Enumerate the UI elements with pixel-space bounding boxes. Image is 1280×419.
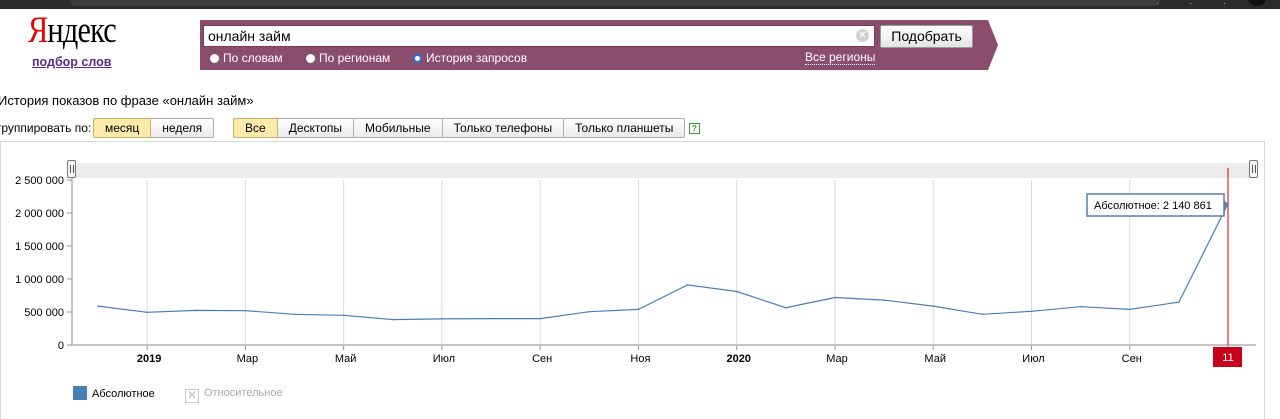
y-tick-label: 1 500 000: [15, 241, 64, 253]
radio-by-words[interactable]: По словам: [210, 51, 283, 65]
y-tick-label: 500 000: [24, 307, 64, 319]
radio-history[interactable]: История запросов: [413, 51, 527, 65]
browser-icons: · · ·: [1156, 0, 1240, 8]
x-tick-label: Май: [924, 353, 946, 365]
data-point: [981, 313, 984, 316]
x-tick-label: Июл: [1022, 353, 1044, 365]
data-point: [1128, 308, 1131, 311]
x-tick-label: Мар: [237, 353, 259, 365]
range-handle-left-icon[interactable]: [67, 160, 76, 178]
data-point: [883, 299, 885, 301]
radio-by-regions[interactable]: По регионам: [306, 51, 390, 65]
legend-absolute[interactable]: Абсолютное: [73, 386, 155, 401]
y-tick-label: 2 000 000: [15, 208, 64, 220]
data-point: [735, 290, 738, 293]
radio-dot-icon: [210, 54, 219, 63]
data-point: [490, 317, 492, 320]
data-point: [686, 284, 689, 286]
series-line-absolute: [97, 203, 1229, 321]
wordstat-link[interactable]: подбор слов: [32, 55, 112, 69]
x-tick-label: Сен: [1122, 353, 1142, 365]
tooltip-text: Абсолютное: 2 140 861: [1094, 200, 1212, 212]
data-point: [146, 311, 148, 314]
data-point: [1030, 310, 1033, 313]
data-point: [539, 317, 541, 320]
x-tick-label: Май: [335, 353, 357, 365]
device-tablets-button[interactable]: Только планшеты: [564, 118, 686, 138]
range-navigator[interactable]: [72, 163, 1256, 178]
x-tick-label: 2020: [726, 353, 750, 365]
data-point: [834, 296, 836, 299]
data-point: [932, 305, 935, 307]
legend-absolute-swatch: [73, 386, 87, 400]
y-tick-label: 0: [58, 340, 64, 352]
page-title: История показов по фразе «онлайн займ»: [0, 93, 254, 108]
logo-rest: ндекс: [47, 10, 116, 51]
tooltip-pointer-icon: [1224, 200, 1229, 210]
group-by-buttons: месяц неделя: [93, 118, 215, 138]
device-all-button[interactable]: Все: [233, 118, 278, 138]
help-icon[interactable]: ?: [689, 123, 700, 134]
device-filter-buttons: Все Десктопы Мобильные Только телефоны Т…: [233, 118, 686, 138]
x-tick-label: Ноя: [630, 353, 650, 365]
browser-top-strip: · · ·: [0, 0, 1280, 9]
yandex-logo[interactable]: Яндекс: [28, 10, 117, 51]
radio-dot-selected-icon: [413, 54, 422, 63]
data-point: [441, 318, 443, 320]
data-point: [244, 309, 247, 312]
y-tick-label: 1 000 000: [15, 274, 64, 286]
group-week-button[interactable]: неделя: [151, 118, 215, 138]
device-phones-button[interactable]: Только телефоны: [442, 118, 565, 138]
cursor-date-badge: [1213, 347, 1242, 367]
device-desktop-button[interactable]: Десктопы: [277, 118, 355, 138]
data-point: [637, 308, 640, 311]
range-handle-right-icon[interactable]: [1249, 160, 1258, 178]
data-point: [195, 309, 198, 312]
x-tick-label: Сен: [532, 353, 552, 365]
y-tick-label: 2 500 000: [15, 175, 64, 187]
profile-avatar[interactable]: [1248, 0, 1266, 6]
legend-relative[interactable]: ✕ Относительное: [185, 387, 283, 403]
group-month-button[interactable]: месяц: [93, 118, 152, 138]
x-tick-label: Мар: [826, 353, 848, 365]
logo-first-letter: Я: [28, 10, 48, 51]
data-point: [293, 313, 296, 316]
data-point: [1079, 305, 1082, 308]
chart-frame: [0, 141, 1265, 419]
legend-relative-unchecked-icon: ✕: [185, 388, 199, 403]
all-regions-link[interactable]: Все регионы: [805, 50, 876, 65]
data-point: [785, 306, 787, 309]
cursor-date-label: 11: [1222, 352, 1233, 364]
group-label: группировать по:: [0, 121, 92, 135]
search-input[interactable]: онлайн займ: [203, 25, 875, 47]
x-tick-label: Июл: [433, 353, 455, 365]
search-button[interactable]: Подобрать: [880, 25, 973, 48]
data-point: [97, 305, 99, 307]
data-point: [1178, 301, 1180, 303]
address-bar[interactable]: [70, 0, 1160, 6]
data-point: [342, 314, 345, 317]
x-tick-label: 2019: [137, 353, 161, 365]
data-point: [391, 318, 394, 321]
clear-icon[interactable]: ✕: [856, 29, 869, 42]
radio-dot-icon: [306, 54, 315, 63]
data-point: [588, 310, 591, 313]
device-mobile-button[interactable]: Мобильные: [354, 118, 443, 138]
